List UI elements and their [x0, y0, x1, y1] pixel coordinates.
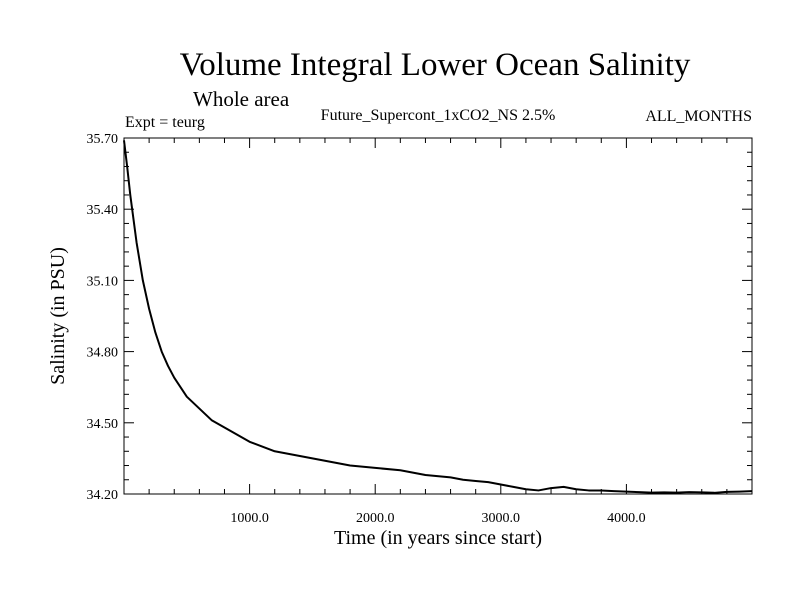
y-tick-label: 34.20 — [87, 488, 119, 503]
x-tick-label: 3000.0 — [482, 511, 521, 526]
y-tick-label: 35.10 — [87, 274, 119, 289]
chart-subtitle: Whole area — [193, 87, 290, 111]
plot-frame — [123, 137, 753, 495]
y-tick-label: 34.50 — [87, 417, 119, 432]
x-tick-label: 2000.0 — [356, 511, 395, 526]
y-tick-label: 35.40 — [87, 203, 119, 218]
y-axis-label: Salinity (in PSU) — [47, 247, 69, 385]
x-tick-label: 4000.0 — [607, 511, 646, 526]
x-axis-ticks: 1000.0 2000.0 3000.0 4000.0 — [148, 138, 728, 526]
x-tick-label: 1000.0 — [230, 511, 269, 526]
y-axis-ticks: 34.20 34.50 34.80 35.10 35.40 35.70 — [87, 132, 752, 503]
chart-title: Volume Integral Lower Ocean Salinity — [180, 47, 691, 83]
experiment-label: Expt = teurg — [125, 114, 205, 131]
salinity-series-line — [123, 140, 753, 494]
y-tick-label: 34.80 — [87, 346, 119, 361]
y-tick-label: 35.70 — [87, 132, 119, 147]
months-label: ALL_MONTHS — [645, 108, 752, 125]
run-label: Future_Supercont_1xCO2_NS 2.5% — [321, 107, 556, 124]
x-axis-label: Time (in years since start) — [334, 527, 542, 549]
